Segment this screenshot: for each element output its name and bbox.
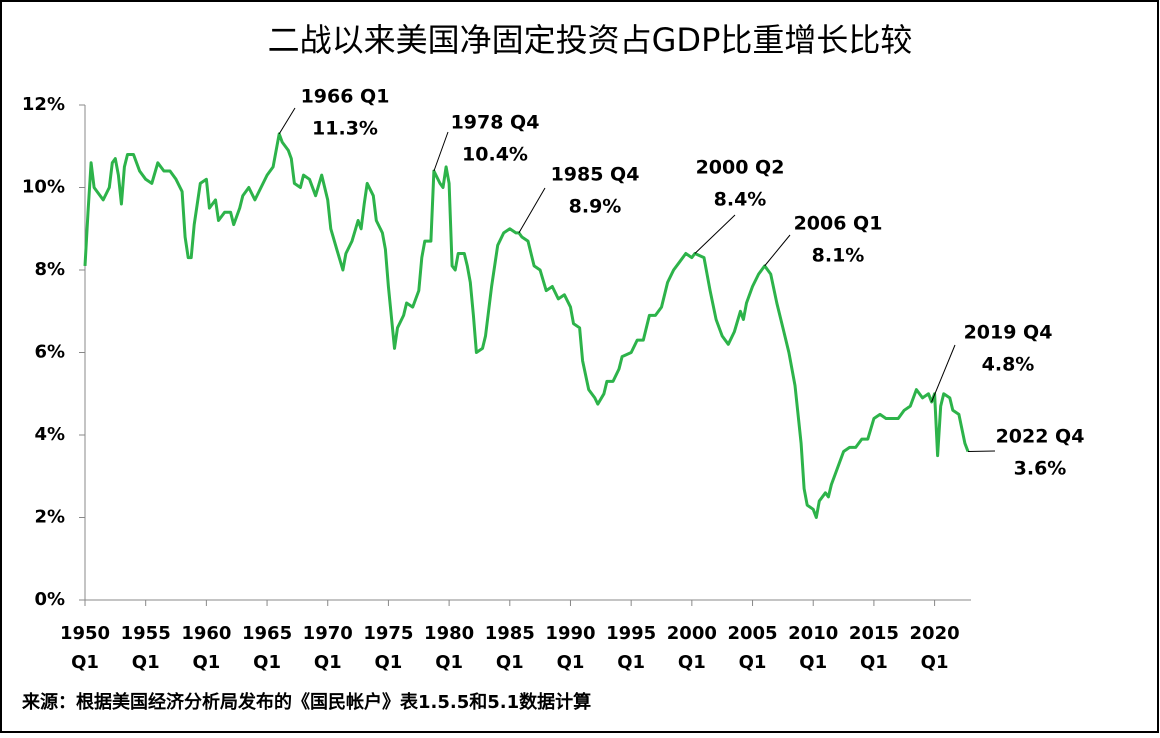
annotation-label: 2006 Q1	[794, 213, 883, 235]
annotation-label: 2019 Q4	[964, 322, 1053, 344]
annotation-label: 2022 Q4	[996, 426, 1085, 448]
x-tick-sublabel: Q1	[557, 652, 585, 673]
x-tick-label: 1995	[606, 623, 656, 644]
x-tick-sublabel: Q1	[678, 652, 706, 673]
y-tick-label: 12%	[22, 94, 65, 115]
annotation-label: 1985 Q4	[551, 164, 640, 186]
annotation-leader	[967, 450, 996, 452]
annotation-value: 8.9%	[569, 196, 622, 218]
x-tick-sublabel: Q1	[921, 652, 949, 673]
x-tick-label: 1960	[181, 623, 231, 644]
x-tick-sublabel: Q1	[860, 652, 888, 673]
y-tick-label: 6%	[34, 342, 65, 363]
y-tick-label: 0%	[34, 589, 65, 610]
x-tick-label: 1955	[121, 623, 171, 644]
x-tick-label: 2015	[849, 623, 899, 644]
annotation-leader	[433, 131, 449, 172]
x-tick-sublabel: Q1	[253, 652, 281, 673]
annotation-value: 3.6%	[1014, 458, 1067, 480]
y-tick-label: 8%	[34, 259, 65, 280]
x-tick-label: 1990	[545, 623, 595, 644]
annotation-label: 2000 Q2	[696, 157, 785, 179]
x-tick-sublabel: Q1	[496, 652, 524, 673]
y-tick-label: 2%	[34, 507, 65, 528]
annotation-value: 4.8%	[982, 354, 1035, 376]
annotation-leader	[694, 214, 736, 254]
x-tick-label: 2010	[788, 623, 838, 644]
x-tick-label: 2005	[727, 623, 777, 644]
x-tick-sublabel: Q1	[799, 652, 827, 673]
annotation-leader	[278, 107, 296, 135]
x-tick-label: 1985	[485, 623, 535, 644]
data-line	[83, 132, 970, 519]
y-tick-label: 10%	[22, 177, 65, 198]
annotation-leader	[931, 344, 956, 403]
annotation-value: 11.3%	[312, 118, 378, 140]
annotation-label: 1966 Q1	[301, 86, 390, 108]
x-tick-label: 1980	[424, 623, 474, 644]
annotation-label: 1978 Q4	[451, 112, 540, 134]
x-tick-label: 1975	[363, 623, 413, 644]
x-tick-sublabel: Q1	[435, 652, 463, 673]
x-tick-label: 1965	[242, 623, 292, 644]
x-tick-sublabel: Q1	[739, 652, 767, 673]
x-tick-sublabel: Q1	[314, 652, 342, 673]
annotation-value: 8.1%	[812, 245, 865, 267]
x-tick-sublabel: Q1	[71, 652, 99, 673]
x-tick-label: 1970	[303, 623, 353, 644]
x-tick-sublabel: Q1	[617, 652, 645, 673]
annotation-leader	[764, 234, 791, 267]
x-tick-label: 2020	[910, 623, 960, 644]
annotation-leader	[518, 187, 546, 234]
annotation-value: 8.4%	[714, 189, 767, 211]
x-tick-sublabel: Q1	[375, 652, 403, 673]
y-tick-label: 4%	[34, 424, 65, 445]
x-tick-sublabel: Q1	[132, 652, 160, 673]
source-note: 来源：根据美国经济分析局发布的《国民帐户》表1.5.5和5.1数据计算	[21, 691, 591, 713]
chart-title: 二战以来美国净固定投资占GDP比重增长比较	[268, 21, 913, 59]
x-tick-sublabel: Q1	[192, 652, 220, 673]
x-tick-label: 2000	[667, 623, 717, 644]
annotation-value: 10.4%	[462, 144, 528, 166]
x-tick-label: 1950	[60, 623, 110, 644]
